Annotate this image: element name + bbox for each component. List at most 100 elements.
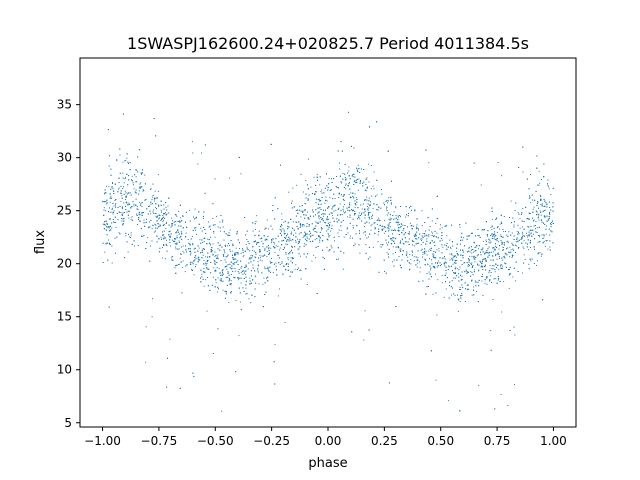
data-point (339, 168, 341, 170)
data-point (441, 244, 443, 246)
data-point (240, 173, 242, 175)
data-point (134, 174, 136, 176)
data-point (331, 228, 333, 229)
data-point (176, 264, 178, 266)
data-point (315, 184, 317, 186)
data-point (291, 246, 293, 248)
data-point (240, 309, 242, 311)
data-point (159, 226, 161, 228)
data-point (217, 258, 219, 260)
data-point (225, 276, 227, 278)
data-point (145, 248, 147, 249)
data-point (277, 255, 279, 257)
data-point (130, 218, 132, 220)
data-point (549, 246, 551, 248)
data-point (422, 236, 424, 238)
data-point (285, 236, 287, 238)
data-point (200, 227, 202, 229)
data-point (121, 220, 123, 222)
data-point (294, 246, 296, 248)
data-point (494, 245, 496, 247)
data-point (103, 209, 105, 211)
data-point (431, 259, 432, 261)
data-point (220, 215, 222, 216)
data-point (123, 186, 124, 188)
data-point (319, 184, 321, 186)
data-point (203, 241, 205, 242)
data-point (516, 238, 518, 240)
data-point (478, 270, 480, 272)
data-point (368, 329, 370, 331)
data-point (165, 212, 166, 214)
data-point (318, 198, 320, 200)
data-point (539, 182, 541, 184)
data-point (205, 279, 207, 281)
data-point (368, 207, 370, 209)
data-point (367, 203, 369, 205)
data-point (250, 282, 252, 284)
data-point (455, 260, 457, 262)
data-point (532, 217, 533, 219)
data-point (409, 254, 411, 256)
data-point (340, 250, 342, 252)
data-point (506, 240, 508, 242)
data-point (422, 256, 423, 258)
data-point (318, 215, 320, 217)
data-point (326, 219, 328, 221)
data-point (525, 242, 527, 244)
data-point (357, 171, 359, 173)
data-point (450, 248, 452, 250)
data-point (127, 214, 129, 216)
data-point (281, 224, 282, 226)
data-point (344, 173, 346, 175)
data-point (473, 256, 475, 258)
data-point (461, 271, 463, 273)
data-point (288, 253, 290, 255)
data-point (454, 294, 456, 296)
data-point (368, 236, 369, 238)
data-point (243, 254, 245, 256)
data-point (543, 198, 545, 200)
data-point (156, 220, 158, 222)
data-point (201, 249, 203, 251)
data-point (144, 225, 146, 227)
data-point (178, 210, 180, 212)
data-point (314, 227, 316, 229)
data-point (191, 269, 193, 271)
data-point (368, 163, 370, 165)
data-point (338, 236, 340, 237)
data-point (109, 243, 111, 245)
data-point (386, 252, 388, 254)
data-point (237, 239, 239, 241)
data-point (297, 243, 299, 244)
data-point (108, 226, 110, 228)
data-point (245, 280, 247, 282)
data-point (429, 242, 431, 244)
data-point (245, 284, 247, 286)
data-point (397, 230, 399, 232)
data-point (417, 257, 419, 259)
data-point (284, 220, 286, 222)
data-point (203, 248, 205, 250)
data-point (349, 237, 351, 239)
data-point (303, 225, 305, 227)
data-point (465, 269, 467, 271)
data-point (347, 232, 349, 234)
data-point (322, 256, 324, 258)
data-point (122, 223, 124, 225)
data-point (228, 244, 230, 246)
data-point (508, 251, 510, 253)
data-point (207, 277, 208, 278)
data-point (235, 252, 237, 254)
data-point (206, 268, 208, 270)
data-point (400, 206, 402, 207)
data-point (319, 241, 321, 243)
data-point (228, 232, 230, 234)
data-point (482, 259, 483, 261)
data-point (338, 207, 340, 209)
data-point (304, 203, 306, 205)
data-point (297, 241, 299, 243)
data-point (319, 200, 321, 202)
data-point (177, 221, 179, 222)
data-point (523, 254, 525, 256)
